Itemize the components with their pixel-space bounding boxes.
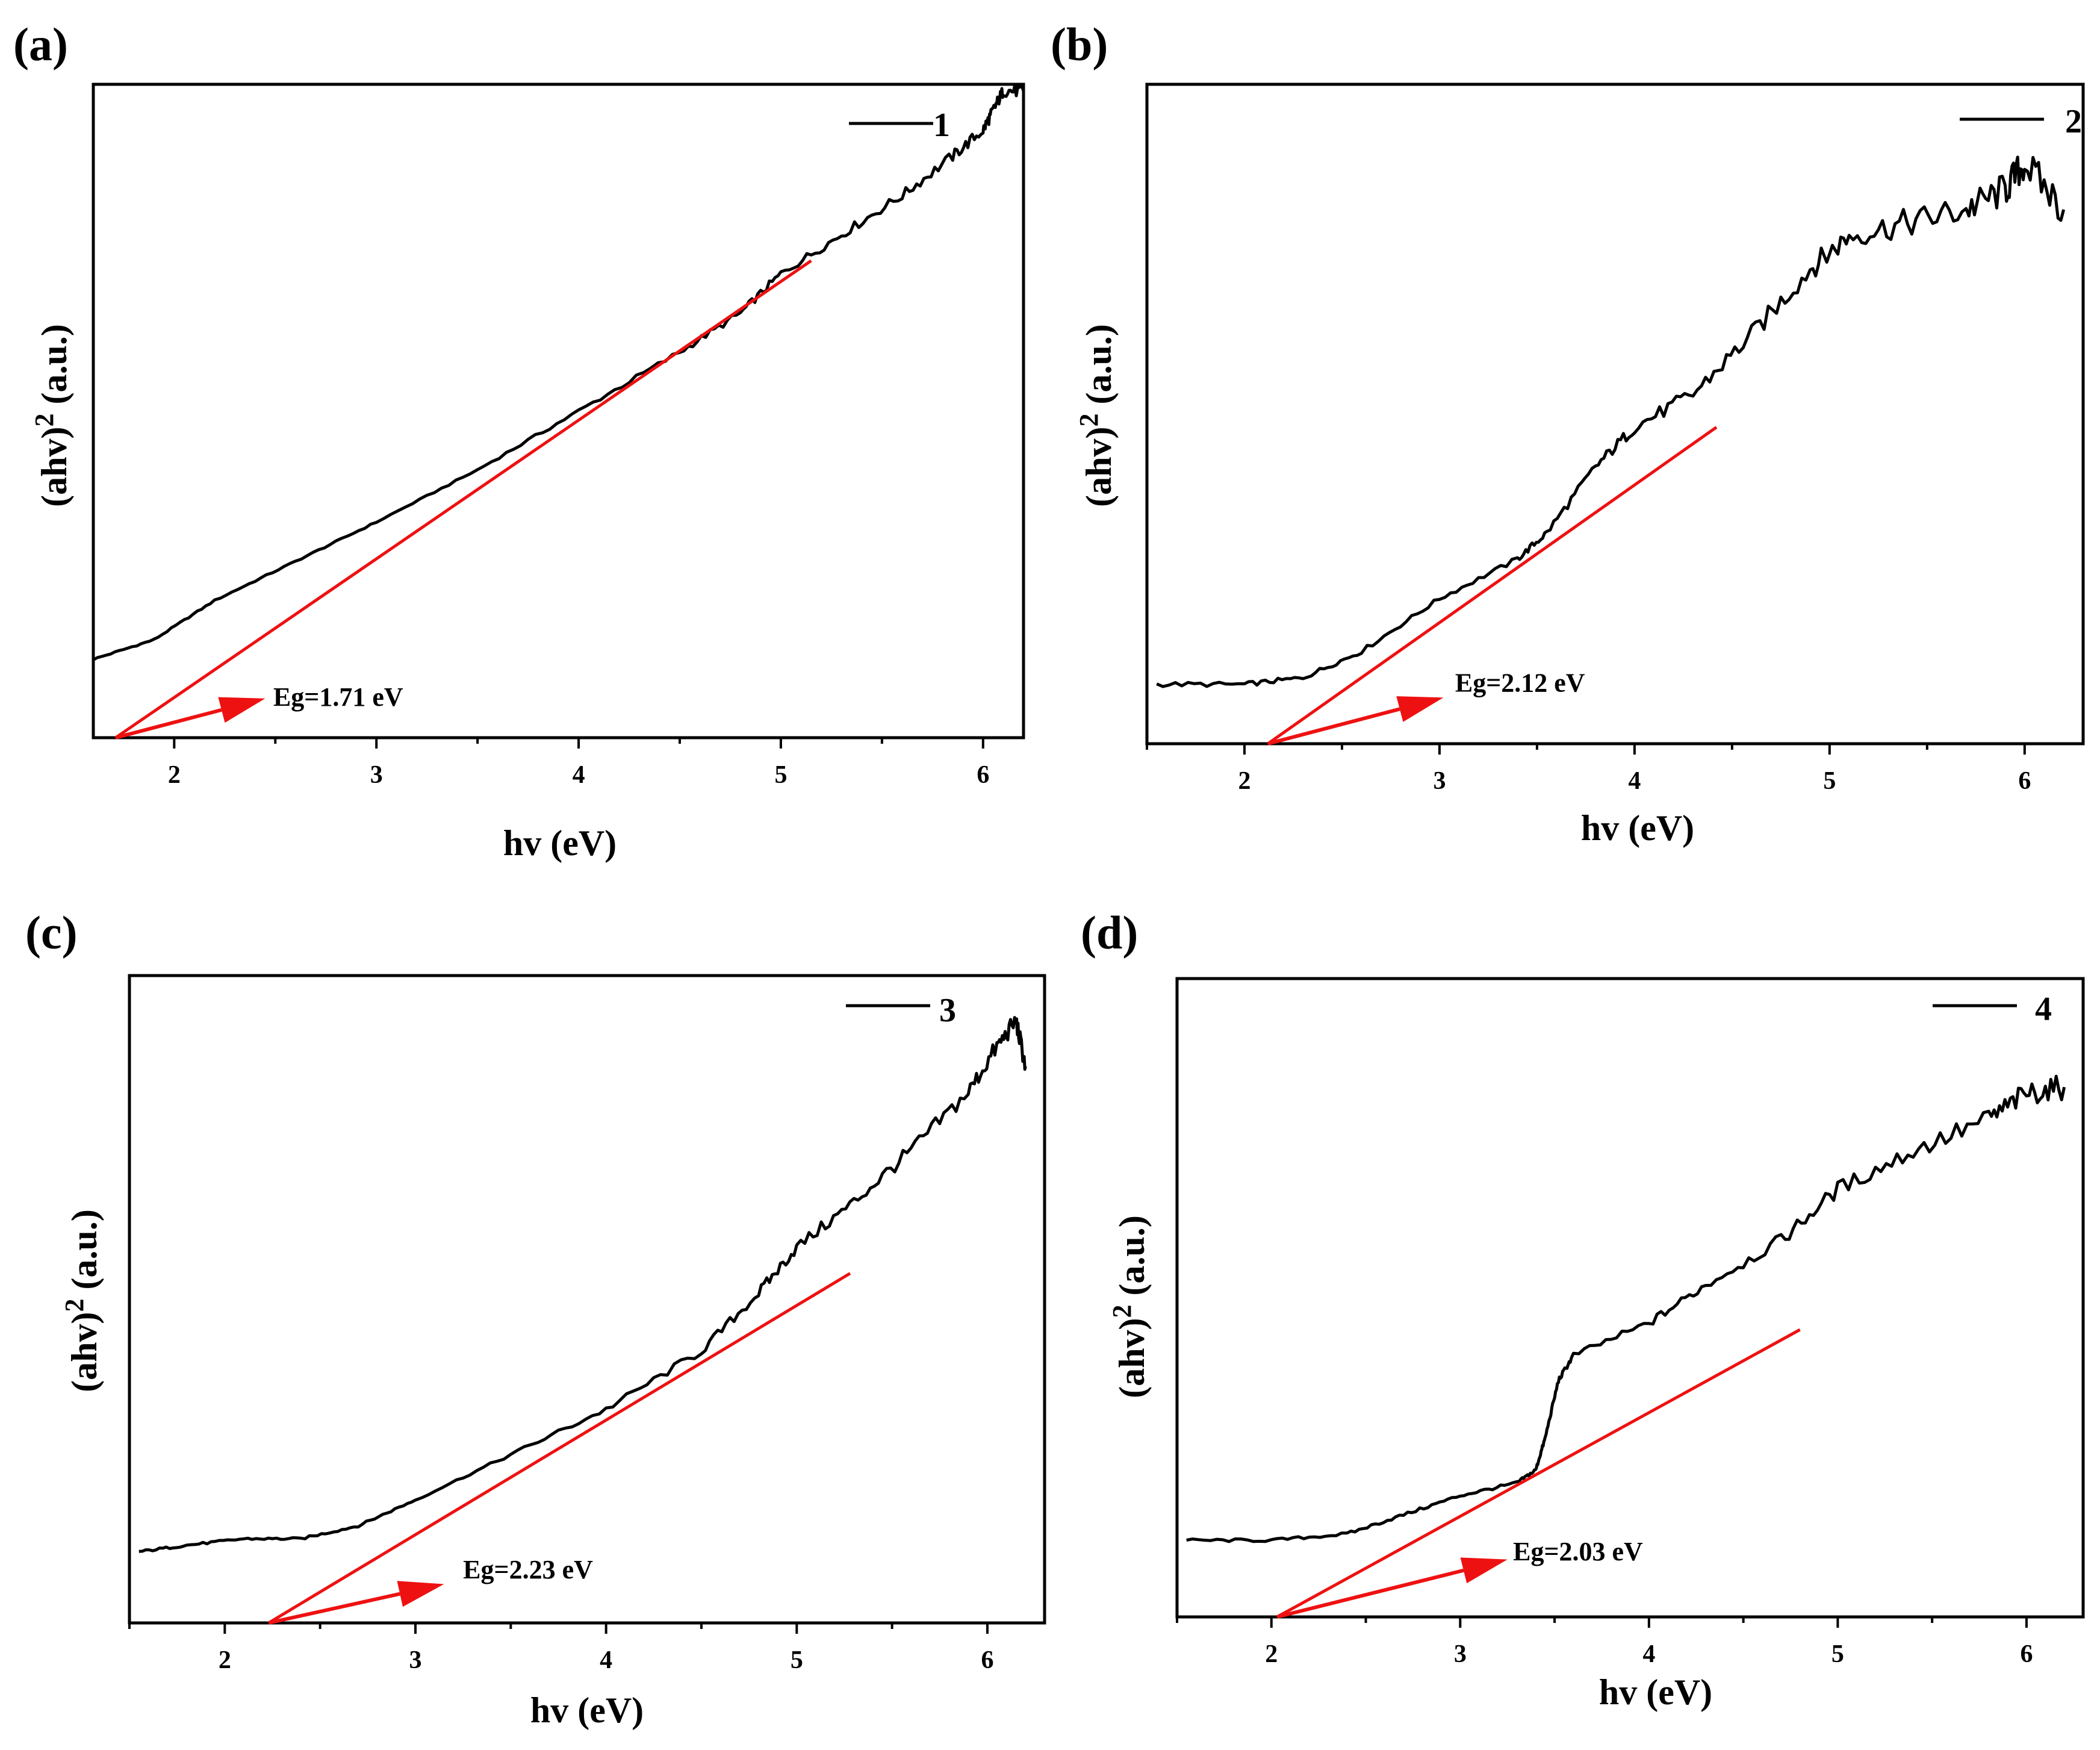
band-gap-arrow-head	[218, 697, 266, 723]
band-gap-arrow-head	[397, 1581, 444, 1607]
tangent-fit-line	[1276, 1328, 1801, 1619]
tangent-fit-line	[114, 259, 812, 740]
band-gap-label: Eg=2.23 eV	[463, 1555, 593, 1584]
x-tick-label: 4	[600, 1646, 612, 1674]
x-axis-label: hv (eV)	[1599, 1672, 1712, 1712]
x-tick-label: 4	[1642, 1640, 1655, 1668]
chart-panel-d: (d) 2 3 4 5 6 hv (eV) (ahv)2 (a.u.) Eg=2.03 eV 4	[1081, 906, 2085, 1712]
chart-panel-c: (c) 2 3 4 5 6 hv (eV) (ahv)2 (a.u.) Eg=2.23 eV 3	[25, 906, 1046, 1730]
legend-label: 2	[2065, 103, 2082, 140]
panel-label: (a)	[13, 18, 68, 70]
panel-label: (c)	[25, 906, 78, 959]
band-gap-label: Eg=2.12 eV	[1455, 668, 1585, 697]
x-tick-label: 5	[791, 1646, 803, 1674]
x-tick-label: 2	[1265, 1640, 1278, 1668]
y-axis-label: (ahv)2 (a.u.)	[60, 1209, 104, 1392]
x-tick-label: 6	[2018, 767, 2031, 795]
series-line-3	[138, 1016, 1027, 1553]
x-tick-label: 6	[977, 761, 989, 789]
band-gap-arrow-head	[1460, 1557, 1508, 1584]
y-axis-label: (ahv)2 (a.u.)	[30, 324, 74, 507]
band-gap-label: Eg=2.03 eV	[1513, 1537, 1643, 1566]
legend-label: 1	[933, 107, 950, 144]
band-gap-arrow-head	[1396, 696, 1444, 722]
x-tick-label: 3	[370, 761, 383, 789]
x-tick-label: 4	[1628, 767, 1641, 795]
band-gap-label: Eg=1.71 eV	[273, 682, 403, 712]
x-tick-label: 2	[1238, 767, 1250, 795]
panel-label: (d)	[1081, 906, 1138, 959]
y-axis-label: (ahv)2 (a.u.)	[1074, 324, 1119, 507]
band-gap-arrow-shaft	[268, 1592, 400, 1625]
x-axis-label: hv (eV)	[503, 823, 617, 863]
band-gap-arrow-shaft	[115, 708, 222, 740]
panel-label: (b)	[1051, 18, 1108, 70]
plot-frame	[128, 974, 1046, 1625]
series-line-1	[92, 83, 1025, 661]
tangent-fit-line	[267, 1272, 851, 1625]
x-tick-label: 6	[2020, 1640, 2033, 1668]
series-line-4	[1186, 1074, 2066, 1543]
x-tick-label: 5	[1823, 767, 1836, 795]
x-axis-label: hv (eV)	[530, 1690, 644, 1730]
x-axis-label: hv (eV)	[1581, 808, 1694, 848]
x-tick-label: 4	[573, 761, 585, 789]
legend-label: 4	[2035, 991, 2052, 1028]
x-tick-label: 2	[168, 761, 181, 789]
x-tick-label: 2	[219, 1646, 231, 1674]
band-gap-arrow-shaft	[1267, 707, 1400, 746]
chart-panel-a: (a) 2 3 4 5 6 hv (eV) (ahv)2 (a.u.) Eg=1.71 eV 1	[13, 18, 1025, 863]
x-tick-label: 3	[409, 1646, 422, 1674]
x-tick-label: 3	[1454, 1640, 1467, 1668]
x-tick-label: 5	[1831, 1640, 1844, 1668]
plot-frame	[92, 83, 1025, 740]
x-tick-label: 3	[1433, 767, 1446, 795]
chart-panel-b: (b) 2 3 4 5 6 hv (eV) (ahv)2 (a.u.) Eg=2.12 eV 2	[1051, 18, 2085, 848]
series-line-2	[1156, 155, 2066, 688]
plot-frame	[1145, 83, 2085, 746]
tangent-fit-line	[1267, 426, 1718, 746]
legend-label: 3	[939, 992, 956, 1029]
plot-frame	[1175, 977, 2085, 1619]
band-gap-arrow-shaft	[1276, 1568, 1464, 1619]
y-axis-label: (ahv)2 (a.u.)	[1107, 1215, 1152, 1398]
x-tick-label: 6	[981, 1646, 994, 1674]
x-tick-label: 5	[774, 761, 787, 789]
